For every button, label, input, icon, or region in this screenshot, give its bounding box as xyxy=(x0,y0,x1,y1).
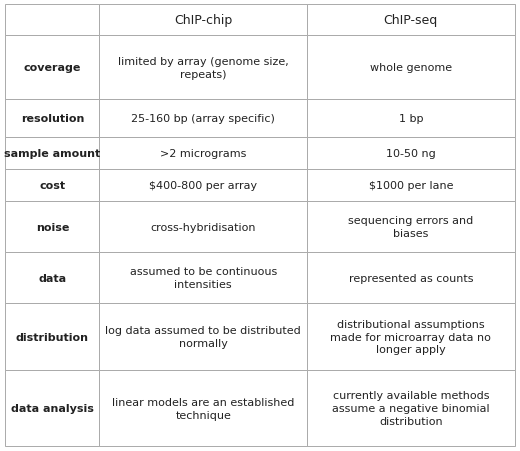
Text: sample amount: sample amount xyxy=(4,149,100,159)
Text: noise: noise xyxy=(36,222,69,232)
Text: ChIP-chip: ChIP-chip xyxy=(174,14,232,27)
Text: 1 bp: 1 bp xyxy=(399,114,423,124)
Text: assumed to be continuous
intensities: assumed to be continuous intensities xyxy=(129,267,277,290)
Bar xyxy=(5,37,99,100)
Text: cross-hybridisation: cross-hybridisation xyxy=(150,222,256,232)
Text: cost: cost xyxy=(40,181,66,191)
Bar xyxy=(307,370,515,446)
Bar xyxy=(99,170,307,202)
Text: ChIP-seq: ChIP-seq xyxy=(384,14,438,27)
Text: limited by array (genome size,
repeats): limited by array (genome size, repeats) xyxy=(118,57,289,79)
Bar xyxy=(307,253,515,304)
Bar xyxy=(5,100,99,138)
Bar xyxy=(307,138,515,170)
Text: 10-50 ng: 10-50 ng xyxy=(386,149,436,159)
Bar xyxy=(99,202,307,253)
Bar xyxy=(5,138,99,170)
Bar xyxy=(307,37,515,100)
Text: represented as counts: represented as counts xyxy=(348,273,473,283)
Text: linear models are an established
technique: linear models are an established techniq… xyxy=(112,397,294,420)
Text: log data assumed to be distributed
normally: log data assumed to be distributed norma… xyxy=(106,326,301,348)
Bar xyxy=(99,100,307,138)
Bar xyxy=(99,253,307,304)
Bar xyxy=(5,253,99,304)
Bar xyxy=(99,370,307,446)
Text: 25-160 bp (array specific): 25-160 bp (array specific) xyxy=(131,114,275,124)
Text: $400-800 per array: $400-800 per array xyxy=(149,181,257,191)
Bar xyxy=(99,5,307,37)
Text: coverage: coverage xyxy=(23,63,81,73)
Bar xyxy=(307,100,515,138)
Bar xyxy=(99,37,307,100)
Text: sequencing errors and
biases: sequencing errors and biases xyxy=(348,216,474,239)
Bar xyxy=(307,202,515,253)
Bar xyxy=(307,170,515,202)
Text: data analysis: data analysis xyxy=(11,403,94,413)
Bar xyxy=(5,370,99,446)
Text: >2 micrograms: >2 micrograms xyxy=(160,149,246,159)
Bar xyxy=(99,304,307,370)
Bar xyxy=(5,202,99,253)
Bar xyxy=(307,304,515,370)
Bar xyxy=(5,170,99,202)
Bar xyxy=(307,5,515,37)
Bar xyxy=(5,5,99,37)
Text: resolution: resolution xyxy=(21,114,84,124)
Text: whole genome: whole genome xyxy=(370,63,452,73)
Bar xyxy=(5,304,99,370)
Text: distributional assumptions
made for microarray data no
longer apply: distributional assumptions made for micr… xyxy=(330,319,491,354)
Bar xyxy=(99,138,307,170)
Text: distribution: distribution xyxy=(16,332,89,342)
Text: data: data xyxy=(38,273,67,283)
Text: currently available methods
assume a negative binomial
distribution: currently available methods assume a neg… xyxy=(332,391,490,426)
Text: $1000 per lane: $1000 per lane xyxy=(369,181,453,191)
